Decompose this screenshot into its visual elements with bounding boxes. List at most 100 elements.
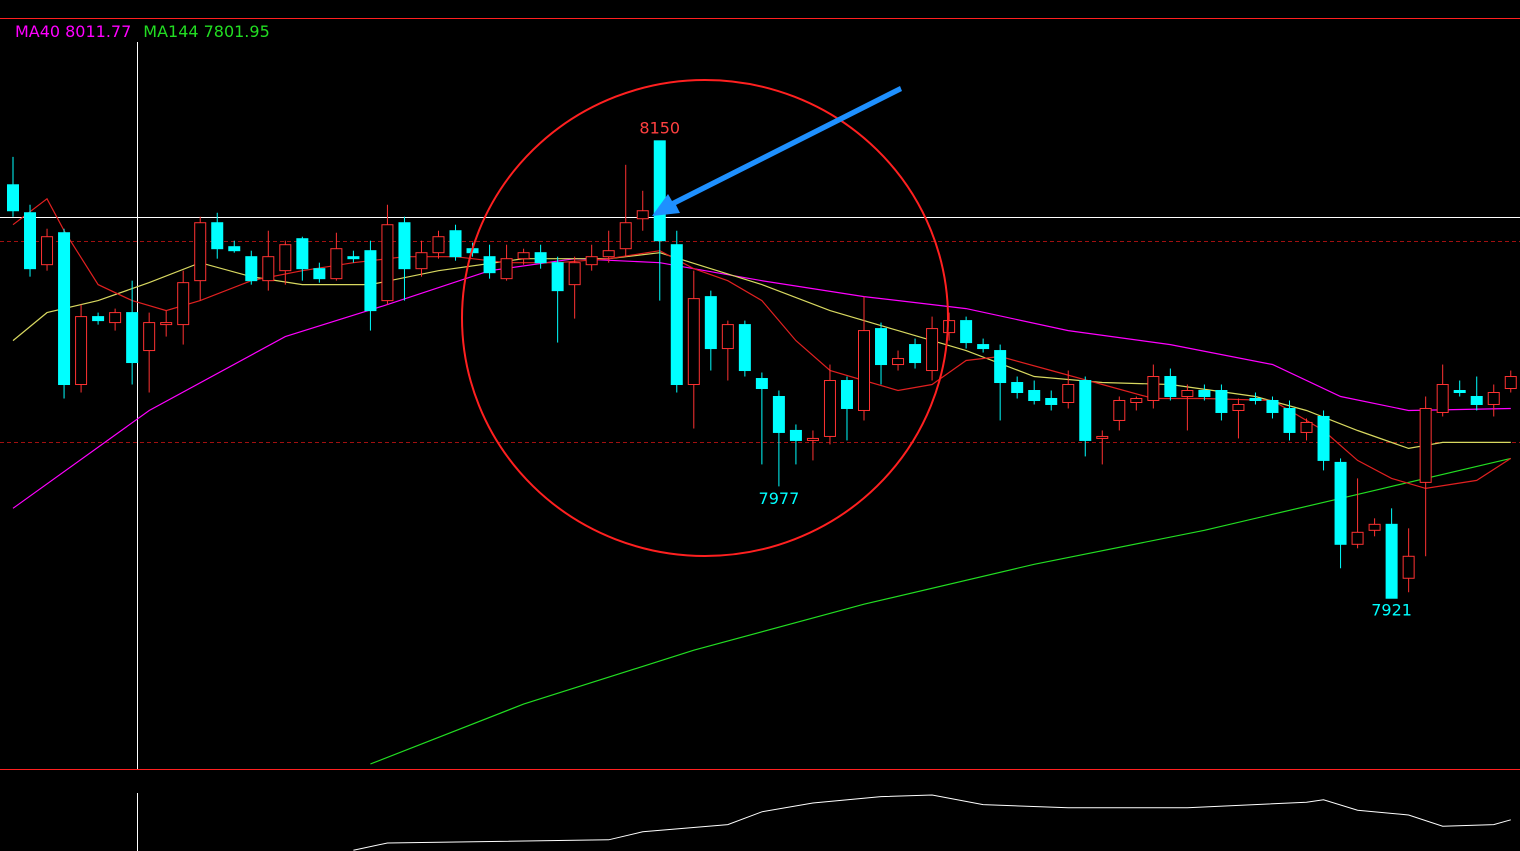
- candle-body: [1487, 392, 1500, 405]
- candle-body: [1419, 407, 1432, 483]
- candle-body: [721, 324, 734, 350]
- candle-body: [1283, 407, 1296, 433]
- candle-body: [245, 256, 258, 282]
- extreme-label: 7977: [759, 489, 800, 508]
- candle-body: [126, 312, 139, 364]
- candle-body: [483, 256, 496, 274]
- candle-body: [806, 437, 819, 441]
- candle-body: [670, 244, 683, 386]
- candle-body: [1402, 555, 1415, 579]
- candle-body: [1198, 390, 1211, 397]
- candle-body: [1470, 395, 1483, 405]
- candle-body: [772, 395, 785, 433]
- candle-body: [1164, 376, 1177, 397]
- candle-body: [330, 248, 343, 280]
- candle-body: [943, 320, 956, 334]
- candle-body: [636, 210, 649, 220]
- legend: MA40 8011.77 MA144 7801.95: [15, 22, 270, 41]
- candle-body: [755, 378, 768, 390]
- candle-body: [449, 230, 462, 258]
- candle-body: [347, 256, 360, 260]
- candle-body: [926, 328, 939, 372]
- candle-body: [194, 222, 207, 282]
- candle-body: [1249, 397, 1262, 401]
- annotation-circle: [461, 79, 949, 557]
- candle-body: [602, 250, 615, 258]
- candle-body: [1385, 523, 1398, 599]
- candle-body: [534, 252, 547, 264]
- candle-body: [58, 232, 71, 386]
- legend-value: 7801.95: [204, 22, 270, 41]
- candle-body: [1300, 421, 1313, 433]
- candle-body: [977, 344, 990, 350]
- candle-body: [1062, 384, 1075, 403]
- candle-body: [143, 322, 156, 352]
- candle-body: [228, 246, 241, 252]
- candle-body: [92, 316, 105, 322]
- candle-body: [262, 256, 275, 282]
- candle-body: [1504, 376, 1517, 390]
- candle-body: [517, 252, 530, 260]
- candle-body: [568, 262, 581, 286]
- candle-body: [41, 236, 54, 266]
- candle-body: [585, 256, 598, 266]
- candle-body: [313, 268, 326, 280]
- candle-body: [296, 238, 309, 270]
- candle-body: [1079, 380, 1092, 441]
- extreme-label: 7921: [1371, 601, 1412, 620]
- candle-body: [415, 252, 428, 270]
- candle-body: [177, 282, 190, 326]
- candle-body: [381, 224, 394, 302]
- candle-body: [704, 296, 717, 350]
- candle-body: [1181, 390, 1194, 397]
- candle-body: [1232, 403, 1245, 411]
- candle-body: [109, 312, 122, 324]
- indicator-panel: [353, 794, 1511, 851]
- candle-body: [1113, 399, 1126, 421]
- candle-body: [1368, 523, 1381, 531]
- ma-line: [12, 252, 1511, 450]
- annotation-arrow: [652, 86, 902, 216]
- candle-body: [1147, 376, 1160, 401]
- candle-body: [1351, 531, 1364, 545]
- candle-body: [994, 350, 1007, 384]
- candle-body: [1266, 399, 1279, 413]
- extreme-label: 8150: [639, 118, 680, 137]
- candle-body: [432, 236, 445, 254]
- legend-value: 8011.77: [65, 22, 131, 41]
- candle-body: [1453, 390, 1466, 394]
- labels: 8150 7977 7921: [639, 118, 1412, 619]
- candle-body: [858, 330, 870, 411]
- candle-body: [619, 222, 632, 250]
- candle-body: [1334, 461, 1347, 545]
- candle-body: [364, 250, 377, 312]
- candle-body: [1096, 435, 1109, 439]
- candle-body: [75, 316, 88, 386]
- candle-body: [909, 344, 922, 364]
- candle-body: [789, 429, 802, 441]
- candle-body: [840, 380, 853, 409]
- ma-line: [12, 258, 1511, 509]
- candle-body: [1215, 390, 1228, 413]
- candle-body: [160, 322, 173, 326]
- candles: [7, 140, 1517, 599]
- candle-body: [1130, 397, 1143, 403]
- candle-body: [738, 324, 751, 372]
- candle-body: [875, 328, 888, 366]
- candle-body: [211, 222, 224, 250]
- candle-body: [1011, 382, 1024, 394]
- candle-body: [1045, 397, 1058, 405]
- candle-body: [500, 258, 513, 280]
- candle-body: [653, 140, 666, 242]
- candle-body: [551, 262, 564, 292]
- candle-body: [279, 244, 292, 272]
- candle-body: [398, 222, 411, 270]
- candle-body: [892, 358, 905, 366]
- candle-body: [823, 380, 836, 437]
- candle-body: [1317, 415, 1330, 461]
- candle-body: [1028, 390, 1041, 401]
- legend-name: MA144: [143, 22, 198, 41]
